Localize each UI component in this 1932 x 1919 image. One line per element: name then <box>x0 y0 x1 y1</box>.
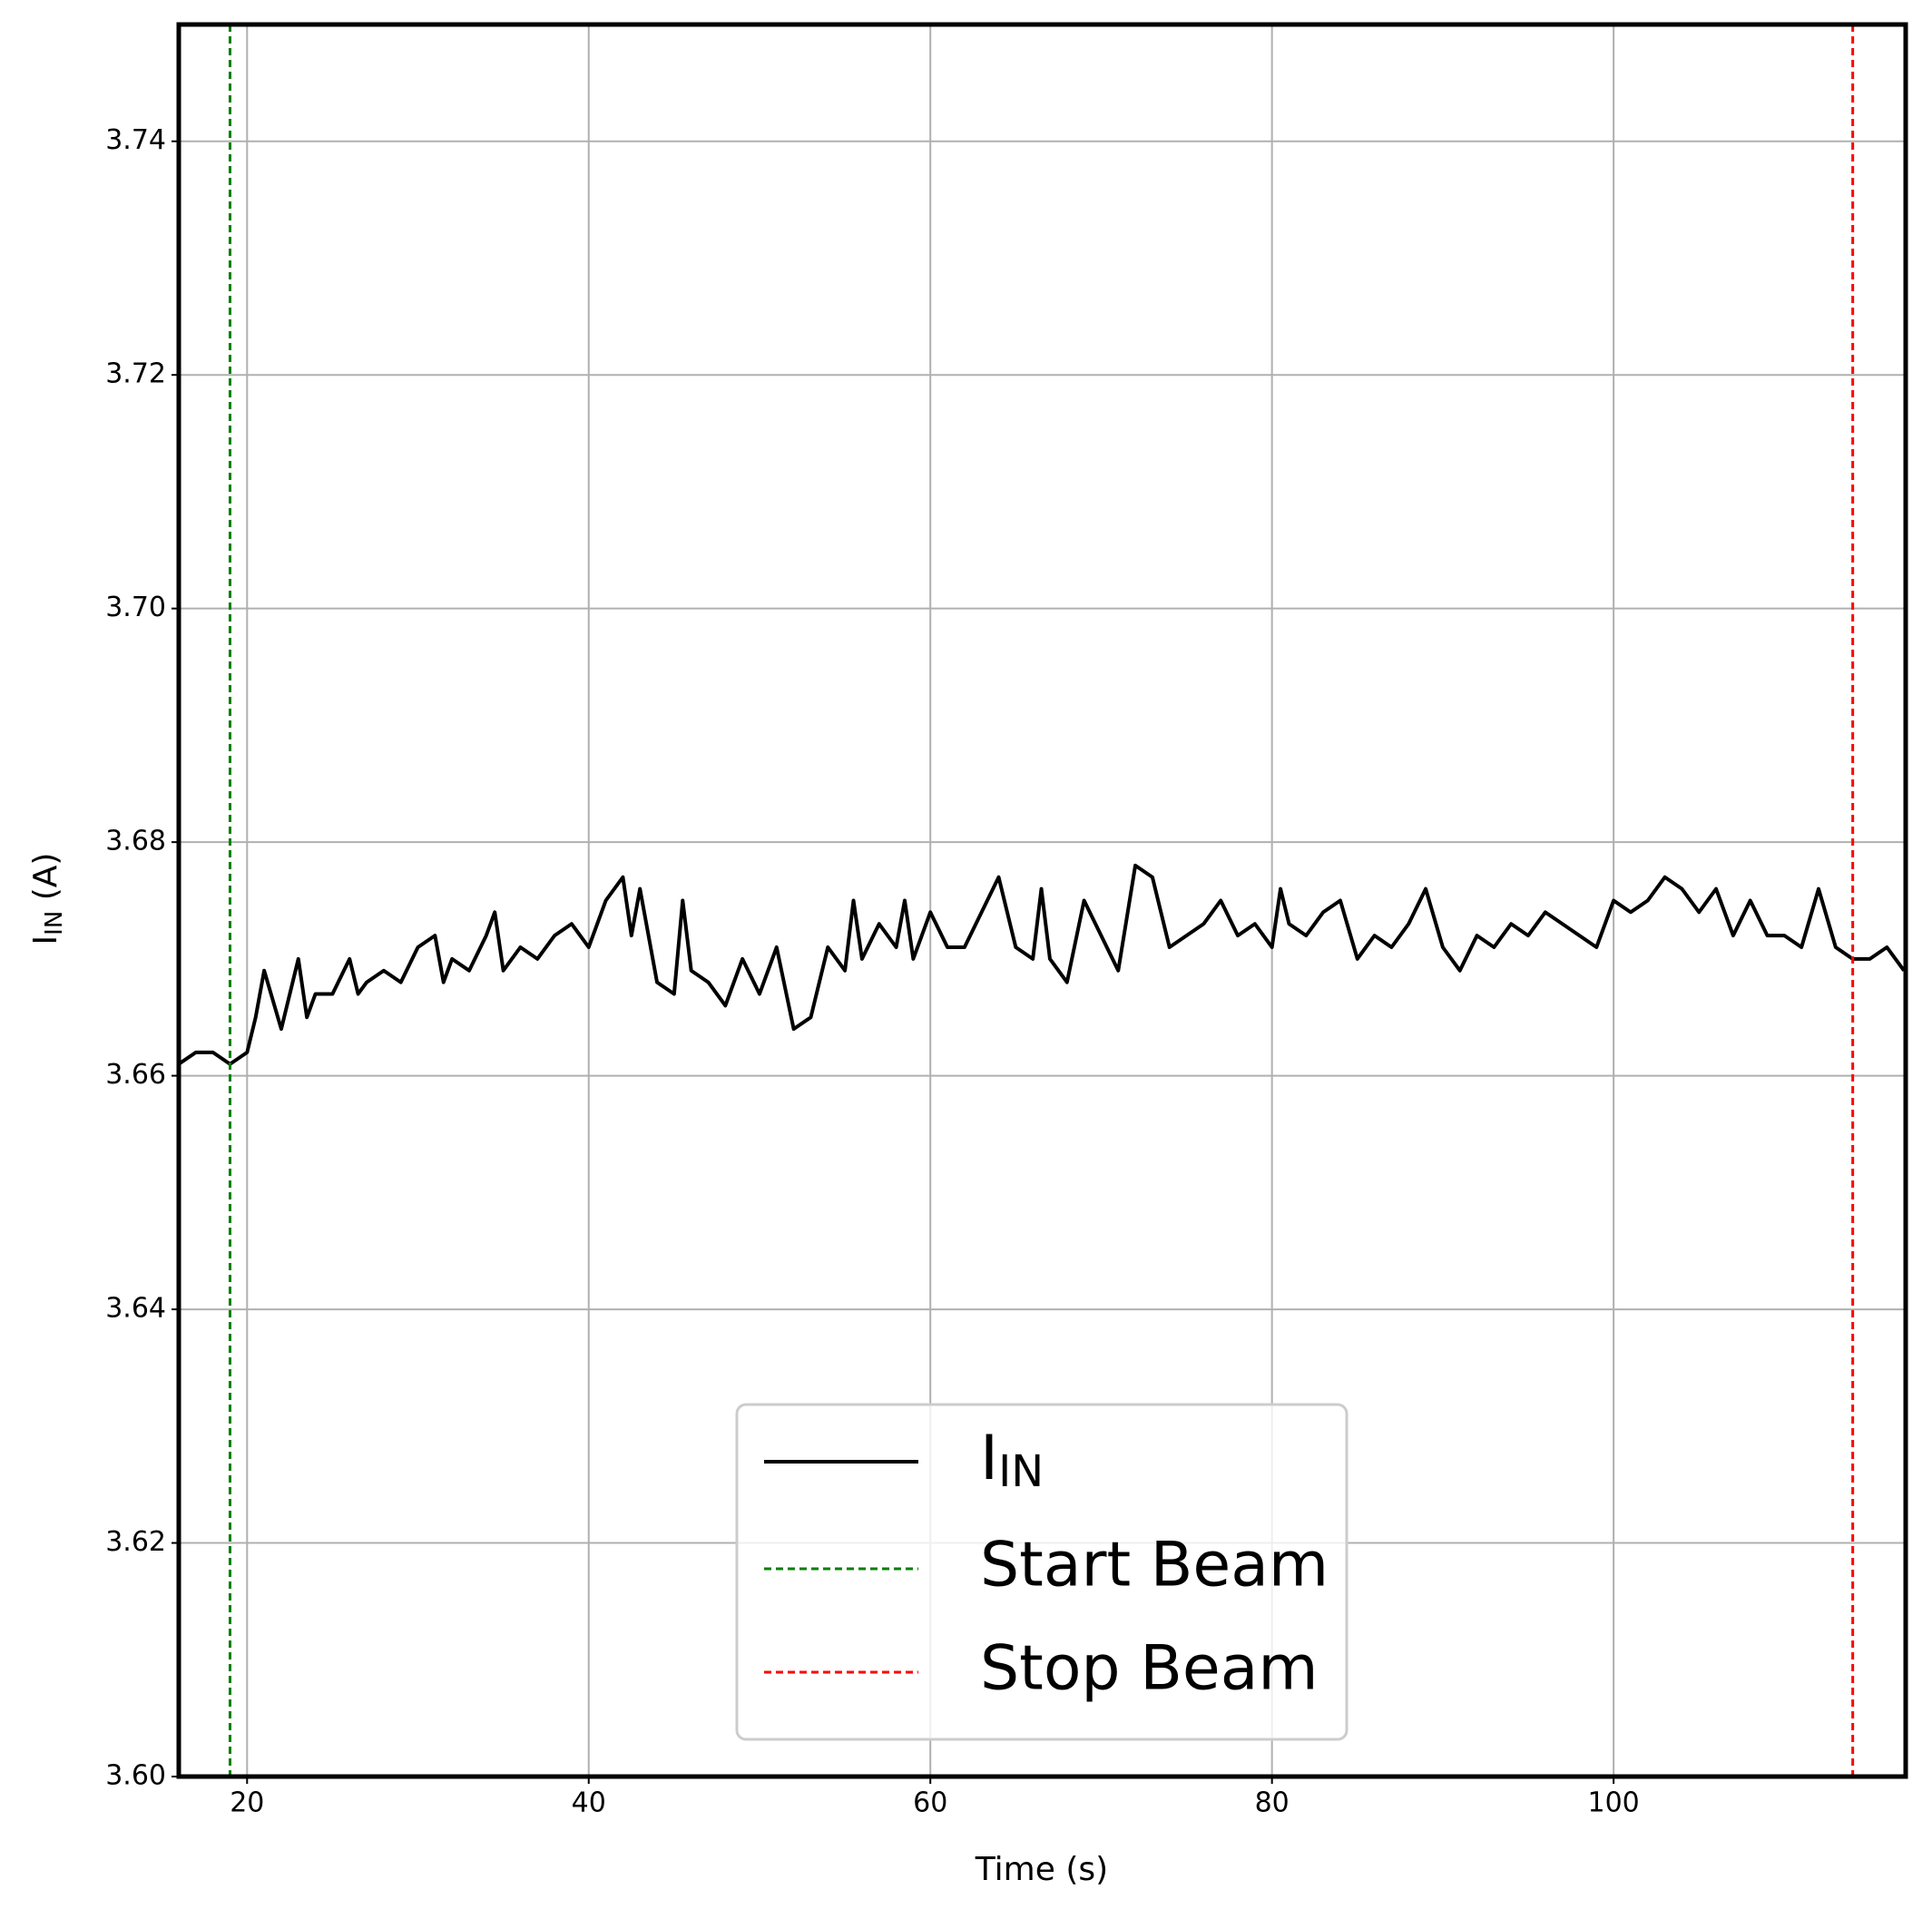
y-label-rest: (A) <box>27 853 64 911</box>
y-tick-label: 3.70 <box>105 592 166 623</box>
y-tick-label: 3.68 <box>105 826 166 857</box>
y-tick-label: 3.60 <box>105 1760 166 1792</box>
x-tick-label: 40 <box>572 1787 606 1819</box>
legend-label-main: I <box>980 1423 998 1494</box>
y-label-sub: IN <box>41 911 68 935</box>
plot-frame <box>176 22 1908 1779</box>
legend-label: Stop Beam <box>980 1633 1319 1705</box>
data-line <box>179 863 1906 1066</box>
y-label-main: I <box>27 935 64 945</box>
y-axis-label: IIN (A) <box>27 853 68 945</box>
x-axis-label: Time (s) <box>975 1851 1108 1888</box>
x-tick-label: 80 <box>1255 1787 1290 1819</box>
y-tick-label: 3.74 <box>105 124 166 156</box>
x-tick-label: 60 <box>913 1787 947 1819</box>
legend-label: IIN <box>980 1423 1044 1497</box>
x-tick-label: 100 <box>1587 1787 1639 1819</box>
y-tick-label: 3.66 <box>105 1059 166 1091</box>
legend-label-sub: IN <box>998 1446 1044 1497</box>
legend: IIN Start Beam Stop Beam <box>735 1403 1348 1741</box>
x-tick-label: 20 <box>230 1787 264 1819</box>
y-tick-label: 3.72 <box>105 358 166 390</box>
y-tick-label: 3.62 <box>105 1526 166 1558</box>
legend-label: Start Beam <box>980 1530 1329 1601</box>
y-tick-label: 3.64 <box>105 1293 166 1325</box>
legend-box <box>735 1403 1348 1741</box>
